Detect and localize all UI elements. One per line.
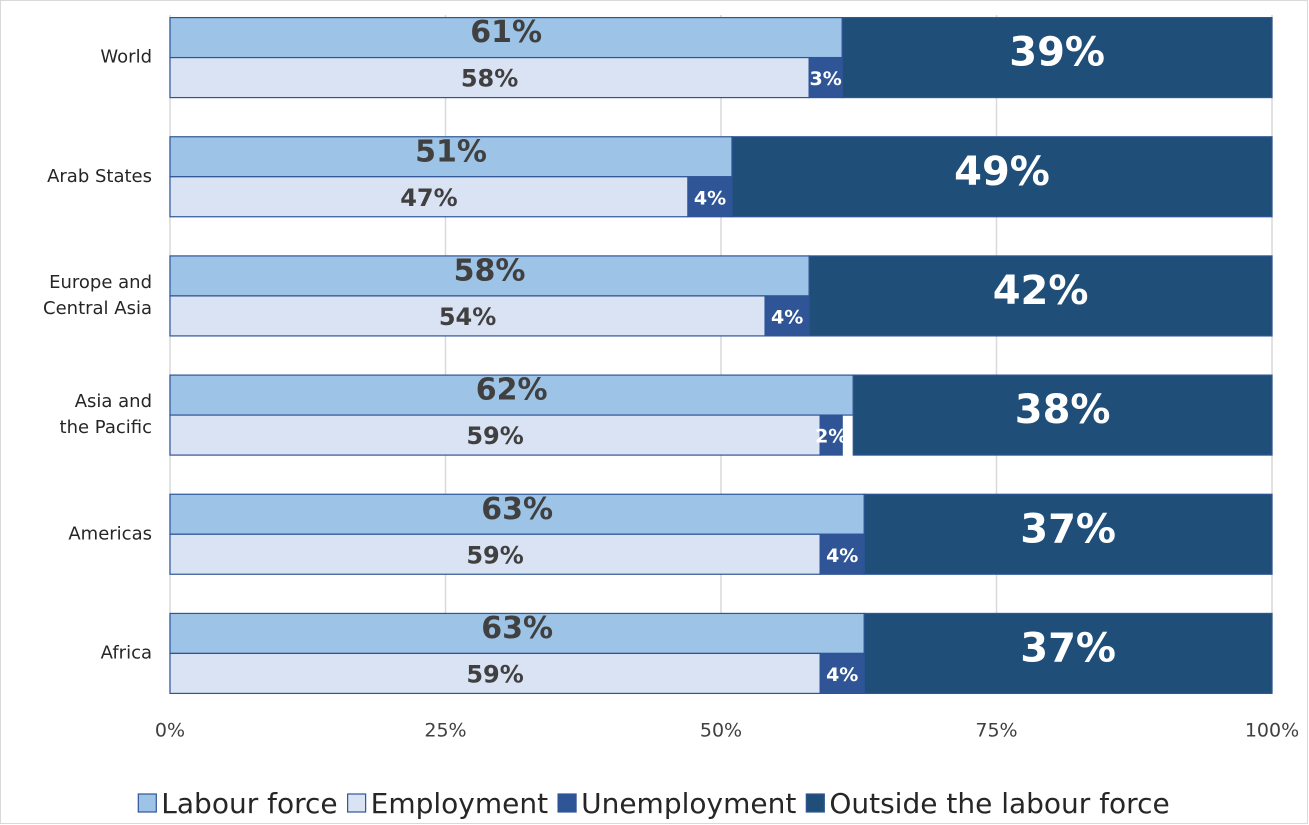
data-label: 4% <box>826 545 858 567</box>
data-label: 59% <box>466 660 523 688</box>
bar-1 <box>169 414 821 456</box>
data-label: 37% <box>1020 506 1116 552</box>
data-label: 3% <box>810 68 842 90</box>
data-label: 63% <box>481 611 553 646</box>
bar-1 <box>169 652 821 695</box>
category-label: Arab States <box>47 166 152 187</box>
legend-label: Unemployment <box>581 787 796 820</box>
legend-label: Labour force <box>161 787 337 820</box>
legend-swatch <box>805 793 825 813</box>
bar-3 <box>841 16 1273 99</box>
x-tick-label: 0% <box>155 720 185 742</box>
x-tick-label: 25% <box>424 720 466 742</box>
data-label: 2% <box>815 426 847 448</box>
legend-swatch <box>557 793 577 813</box>
data-label: 4% <box>771 306 803 328</box>
data-label: 4% <box>826 664 858 686</box>
data-label: 49% <box>954 149 1050 195</box>
bar-0 <box>169 612 865 655</box>
x-tick-label: 50% <box>700 720 742 742</box>
bar-3 <box>852 374 1273 456</box>
data-label: 61% <box>470 15 542 50</box>
bar-3 <box>808 255 1273 337</box>
x-tick-label: 100% <box>1245 720 1299 742</box>
data-label: 37% <box>1020 625 1116 671</box>
bar-3 <box>863 493 1273 575</box>
grid <box>169 15 1273 692</box>
bar-1 <box>169 56 810 99</box>
data-label: 59% <box>466 541 523 569</box>
category-label: Americas <box>68 523 152 544</box>
legend-label: Outside the labour force <box>829 787 1169 820</box>
bar-0 <box>169 255 810 297</box>
data-label: 63% <box>481 492 553 527</box>
legend: Labour force Employment Unemployment Outsid… <box>137 787 1170 820</box>
bar-2 <box>764 295 810 337</box>
bar-3 <box>731 136 1273 218</box>
data-label: 54% <box>439 303 496 331</box>
category-label: Asia and the Pacific <box>60 391 152 438</box>
data-label: 51% <box>415 134 487 169</box>
data-label: 47% <box>400 184 457 212</box>
bar-2 <box>819 414 843 456</box>
data-label: 62% <box>476 373 548 408</box>
bar-3 <box>863 612 1273 695</box>
data-label: 58% <box>461 65 518 93</box>
data-label: 38% <box>1015 387 1111 433</box>
bar-0 <box>169 136 733 178</box>
data-label: 4% <box>694 187 726 209</box>
legend-swatch <box>137 793 157 813</box>
data-label: 39% <box>1009 30 1105 76</box>
legend-label: Employment <box>371 787 548 820</box>
bar-1 <box>169 295 766 337</box>
category-label: Africa <box>101 642 152 663</box>
bar-0 <box>169 374 854 416</box>
bar-1 <box>169 176 689 218</box>
data-label: 59% <box>466 422 523 450</box>
data-label: 42% <box>993 268 1089 314</box>
data-label: 58% <box>454 253 526 288</box>
legend-swatch <box>347 793 367 813</box>
x-tick-label: 75% <box>975 720 1017 742</box>
category-label: World <box>100 47 152 68</box>
category-label: Europe and Central Asia <box>43 272 152 319</box>
